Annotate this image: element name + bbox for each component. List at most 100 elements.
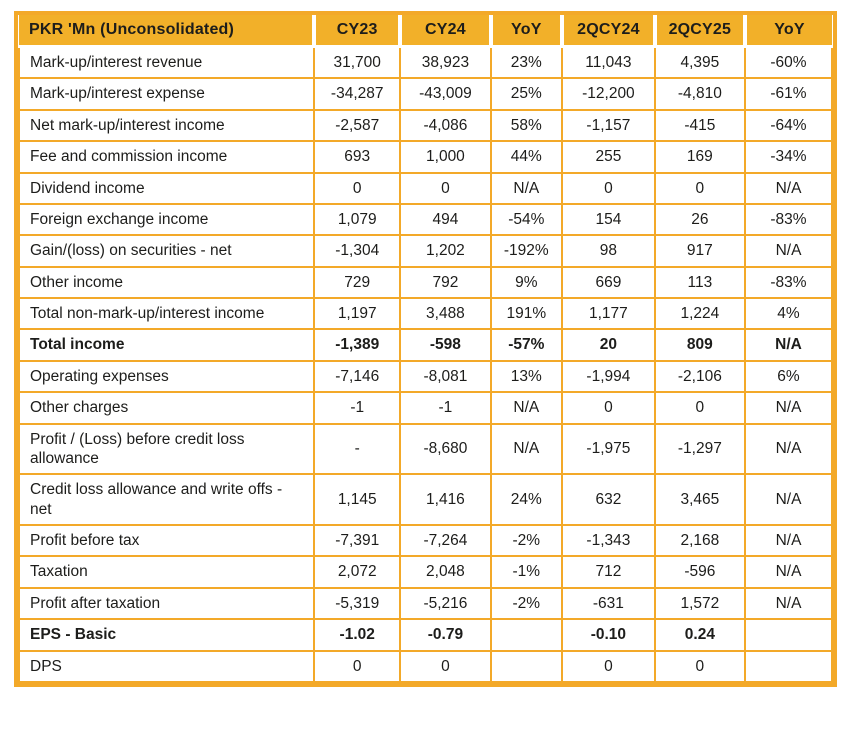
cell-value: -57% — [489, 328, 564, 362]
cell-value — [489, 618, 564, 652]
table-row: Other income 729 792 9% 669 113 -83% — [17, 265, 834, 300]
cell-value: 13% — [489, 359, 564, 394]
cell-value: 729 — [313, 265, 402, 300]
cell-value: -2,587 — [313, 108, 402, 143]
cell-value: 255 — [561, 140, 656, 174]
table-row: Credit loss allowance and write offs - n… — [17, 473, 834, 526]
cell-value: 0 — [313, 171, 402, 205]
cell-value: -34,287 — [313, 77, 402, 111]
cell-value: 154 — [561, 202, 656, 237]
cell-value: -596 — [653, 555, 746, 589]
cell-value: 11,043 — [561, 45, 656, 80]
table-row: Profit / (Loss) before credit loss allow… — [17, 422, 834, 476]
cell-value: 809 — [653, 328, 746, 362]
cell-value: 2,072 — [313, 555, 402, 589]
table-row: DPS 0 0 0 0 — [17, 649, 834, 683]
cell-value: 1,224 — [653, 296, 746, 331]
cell-value: 0 — [561, 171, 656, 205]
cell-value: N/A — [743, 555, 834, 589]
header-cell-title: PKR 'Mn (Unconsolidated) — [19, 15, 317, 48]
cell-value: 0 — [561, 391, 656, 425]
cell-value: - — [313, 422, 402, 476]
cell-value: N/A — [743, 586, 834, 621]
table-row: Mark-up/interest revenue 31,700 38,923 23% 1… — [17, 45, 834, 80]
cell-value: 0 — [399, 171, 492, 205]
table-row: Taxation 2,072 2,048 -1% 712 -596 N/A — [17, 555, 834, 589]
cell-value: N/A — [489, 422, 564, 476]
cell-value: 1,079 — [313, 202, 402, 237]
cell-value: N/A — [743, 391, 834, 425]
cell-value: 2,048 — [399, 555, 492, 589]
table-row: EPS - Basic -1.02 -0.79 -0.10 0.24 — [17, 618, 834, 652]
table-row: Foreign exchange income 1,079 494 -54% 154 26… — [17, 202, 834, 237]
cell-value: 191% — [489, 296, 564, 331]
row-label: Profit after taxation — [17, 586, 316, 621]
row-label: Fee and commission income — [17, 140, 316, 174]
cell-value: -54% — [489, 202, 564, 237]
table-body: Mark-up/interest revenue 31,700 38,923 23% 1… — [17, 45, 834, 683]
cell-value: N/A — [743, 473, 834, 526]
row-label: Operating expenses — [17, 359, 316, 394]
cell-value: 25% — [489, 77, 564, 111]
cell-value: 169 — [653, 140, 746, 174]
table-header: PKR 'Mn (Unconsolidated) CY23 CY24 YoY 2… — [19, 15, 832, 48]
cell-value: 20 — [561, 328, 656, 362]
cell-value: -631 — [561, 586, 656, 621]
row-label: Total non-mark-up/interest income — [17, 296, 316, 331]
cell-value: -5,319 — [313, 586, 402, 621]
cell-value: -598 — [399, 328, 492, 362]
cell-value: -0.10 — [561, 618, 656, 652]
cell-value: -43,009 — [399, 77, 492, 111]
table-row: Operating expenses -7,146 -8,081 13% -1,994-… — [17, 359, 834, 394]
cell-value: 31,700 — [313, 45, 402, 80]
cell-value: 0 — [653, 171, 746, 205]
cell-value: -415 — [653, 108, 746, 143]
cell-value: 693 — [313, 140, 402, 174]
table-row: Fee and commission income 693 1,000 44% 255 1… — [17, 140, 834, 174]
cell-value: 9% — [489, 265, 564, 300]
row-label: Gain/(loss) on securities - net — [17, 234, 316, 268]
cell-value: 712 — [561, 555, 656, 589]
cell-value: -4,810 — [653, 77, 746, 111]
cell-value: 24% — [489, 473, 564, 526]
row-label: Dividend income — [17, 171, 316, 205]
table-row: Net mark-up/interest income -2,587 -4,086 5… — [17, 108, 834, 143]
cell-value — [489, 649, 564, 683]
cell-value: -1% — [489, 555, 564, 589]
header-cell-yoy-annual: YoY — [490, 15, 565, 48]
cell-value: -8,680 — [399, 422, 492, 476]
cell-value: 6% — [743, 359, 834, 394]
cell-value — [743, 649, 834, 683]
cell-value: 113 — [653, 265, 746, 300]
header-cell-cy23: CY23 — [314, 15, 403, 48]
cell-value: 0 — [313, 649, 402, 683]
cell-value: -5,216 — [399, 586, 492, 621]
cell-value: -8,081 — [399, 359, 492, 394]
row-label: EPS - Basic — [17, 618, 316, 652]
cell-value: 38,923 — [399, 45, 492, 80]
row-label: Credit loss allowance and write offs - n… — [17, 473, 316, 526]
cell-value: -192% — [489, 234, 564, 268]
row-label: Foreign exchange income — [17, 202, 316, 237]
cell-value: -2% — [489, 586, 564, 621]
cell-value: 3,465 — [653, 473, 746, 526]
cell-value: -1,343 — [561, 523, 656, 558]
cell-value: 0.24 — [653, 618, 746, 652]
header-row: PKR 'Mn (Unconsolidated) CY23 CY24 YoY 2… — [19, 15, 832, 48]
cell-value: N/A — [743, 328, 834, 362]
cell-value: N/A — [743, 422, 834, 476]
cell-value: 494 — [399, 202, 492, 237]
cell-value: -1,157 — [561, 108, 656, 143]
table-row: Other charges -1 -1 N/A 0 0 N/A — [17, 391, 834, 425]
cell-value: -34% — [743, 140, 834, 174]
cell-value: -1,389 — [313, 328, 402, 362]
header-cell-2qcy25: 2QCY25 — [654, 15, 747, 48]
cell-value: 1,177 — [561, 296, 656, 331]
cell-value: -60% — [743, 45, 834, 80]
cell-value: -1,975 — [561, 422, 656, 476]
cell-value: -0.79 — [399, 618, 492, 652]
row-label: Taxation — [17, 555, 316, 589]
cell-value: 58% — [489, 108, 564, 143]
cell-value: 26 — [653, 202, 746, 237]
cell-value: N/A — [743, 234, 834, 268]
